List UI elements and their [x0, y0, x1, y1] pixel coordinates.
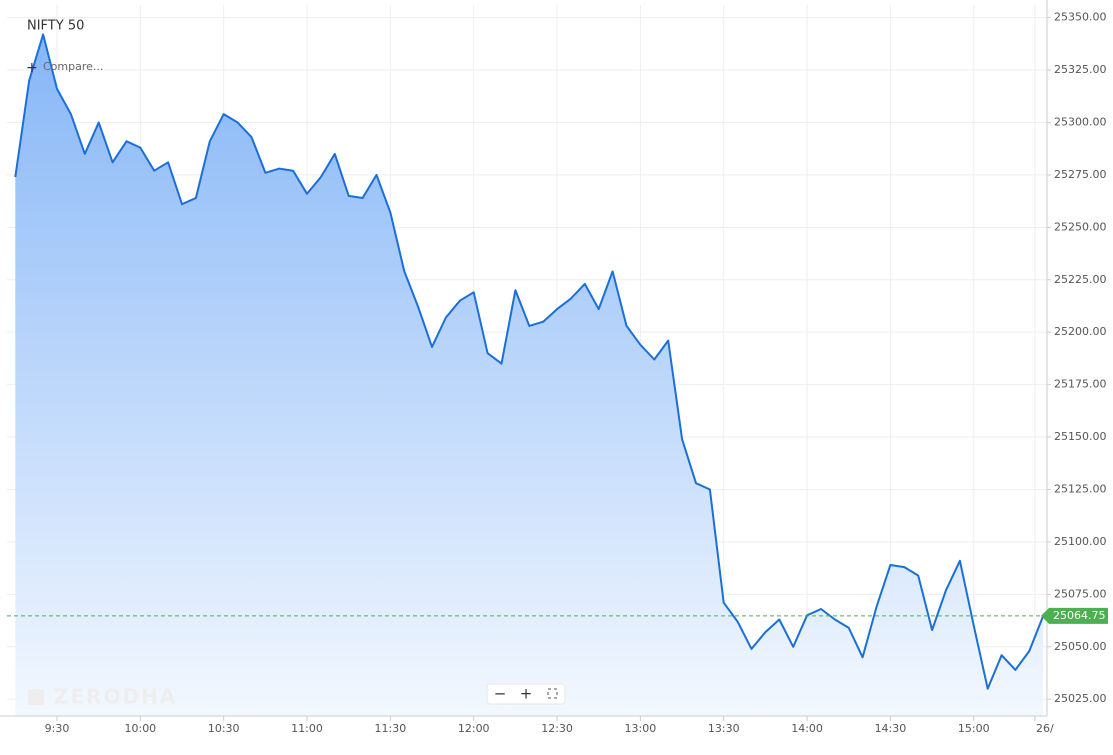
y-tick-label: 25325.00 — [1054, 63, 1107, 76]
x-tick-label: 10:30 — [208, 722, 240, 735]
zoom-out[interactable]: − — [494, 685, 507, 703]
y-tick-label: 25025.00 — [1054, 692, 1107, 705]
x-tick-label: 26/ — [1036, 722, 1054, 735]
x-tick-label: 12:30 — [541, 722, 573, 735]
x-tick-label: 11:30 — [375, 722, 407, 735]
zoom-controls — [486, 683, 566, 705]
x-tick-label: 13:30 — [708, 722, 740, 735]
fullscreen[interactable] — [547, 688, 558, 699]
y-tick-label: 25275.00 — [1054, 168, 1107, 181]
compare-button[interactable]: Compare... — [43, 60, 103, 73]
last-price-label: 25064.75 — [1053, 609, 1106, 622]
y-tick-label: 25200.00 — [1054, 325, 1107, 338]
zoom-in[interactable]: + — [520, 685, 533, 703]
watermark: ZERODHA — [54, 685, 177, 709]
x-tick-label: 10:00 — [124, 722, 156, 735]
y-tick-label: 25150.00 — [1054, 430, 1107, 443]
compare-icon[interactable]: + — [26, 60, 38, 76]
y-tick-label: 25175.00 — [1054, 378, 1107, 391]
x-tick-label: 15:00 — [958, 722, 990, 735]
y-tick-label: 25300.00 — [1054, 115, 1107, 128]
x-tick-label: 9:30 — [45, 722, 70, 735]
x-tick-label: 13:00 — [625, 722, 657, 735]
area-fill — [15, 34, 1044, 716]
y-tick-label: 25350.00 — [1054, 11, 1107, 24]
x-tick-label: 12:00 — [458, 722, 490, 735]
y-tick-label: 25050.00 — [1054, 640, 1107, 653]
y-tick-label: 25075.00 — [1054, 587, 1107, 600]
x-tick-label: 14:00 — [791, 722, 823, 735]
y-tick-label: 25225.00 — [1054, 273, 1107, 286]
x-tick-label: 14:30 — [875, 722, 907, 735]
x-tick-label: 11:00 — [291, 722, 323, 735]
last-price-tag — [1041, 607, 1108, 624]
y-tick-label: 25125.00 — [1054, 482, 1107, 495]
y-tick-label: 25100.00 — [1054, 535, 1107, 548]
y-tick-label: 25250.00 — [1054, 220, 1107, 233]
chart-title: NIFTY 50 — [27, 19, 84, 34]
price-line — [14, 33, 1045, 690]
watermark-logo — [28, 689, 44, 705]
